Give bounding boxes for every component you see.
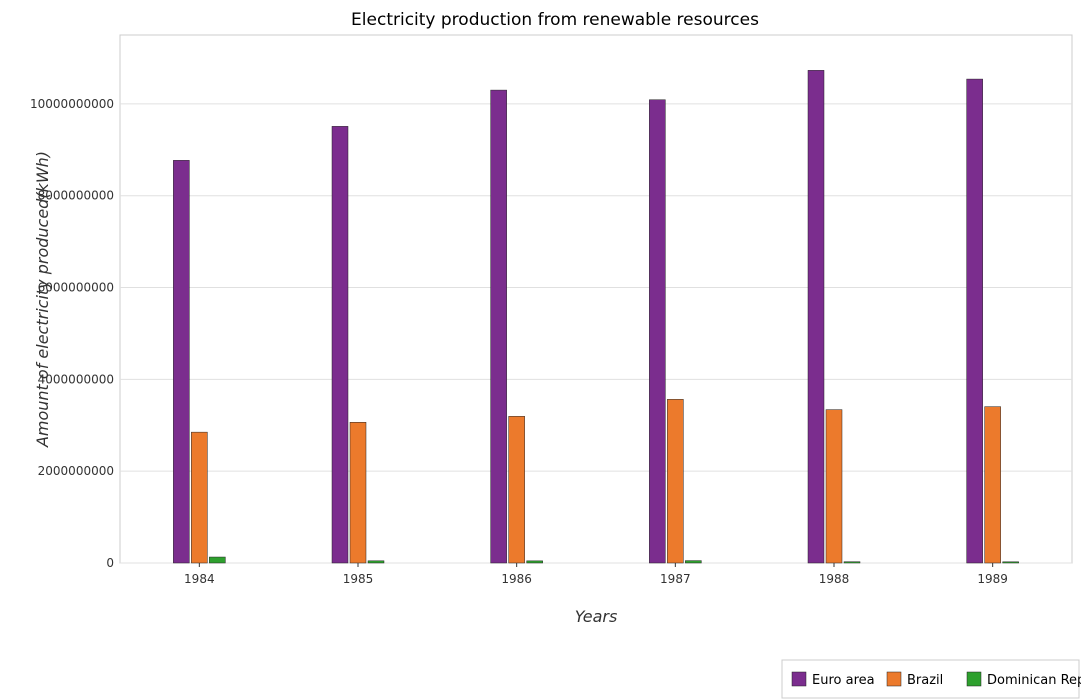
bar-dominican-republic [367, 560, 385, 564]
bar-euro-area [649, 99, 666, 564]
bars [173, 70, 1019, 564]
x-axis-label: Years [575, 607, 618, 626]
bar-brazil [508, 416, 525, 564]
y-tick-label: 0 [106, 556, 114, 570]
chart-title: Electricity production from renewable re… [351, 10, 759, 30]
bar-brazil [825, 409, 843, 564]
bar-dominican-republic [685, 560, 702, 564]
y-tick-label: 8000000000 [38, 189, 114, 203]
y-tick-label: 2000000000 [38, 464, 114, 478]
x-tick-label: 1985 [343, 572, 374, 586]
y-tick-label: 10000000000 [30, 97, 114, 111]
bar-dominican-republic [843, 561, 861, 564]
legend-swatch [791, 671, 807, 687]
bar-dominican-republic [526, 560, 543, 564]
bar-brazil [667, 399, 684, 564]
bar-euro-area [173, 160, 190, 564]
bar-dominican-republic [209, 556, 226, 564]
x-tick-label: 1989 [977, 572, 1008, 586]
bar-euro-area [490, 89, 507, 564]
bar-brazil [191, 431, 208, 564]
legend-label: Dominican Republic [987, 673, 1081, 688]
bar-euro-area [807, 70, 825, 564]
y-tick-labels: 0 2000000000 4000000000 6000000000 800000000… [30, 97, 114, 570]
legend: Euro area Brazil Dominican Republic [781, 659, 1081, 699]
x-tick-label: 1988 [819, 572, 850, 586]
y-axis-label: Amount of electricity produced(kWh) [33, 151, 52, 448]
bar-dominican-republic [1002, 561, 1019, 564]
bar-euro-area [966, 78, 983, 564]
bar-brazil [984, 406, 1001, 564]
y-tick-label: 4000000000 [38, 372, 114, 386]
legend-label: Brazil [907, 673, 943, 688]
legend-label: Euro area [812, 673, 875, 688]
bar-euro-area [331, 126, 349, 564]
legend-swatch [966, 671, 982, 687]
plot-area [119, 34, 1073, 564]
bar-brazil [349, 422, 367, 564]
legend-box [781, 659, 1080, 699]
x-tick-label: 1987 [660, 572, 691, 586]
x-tick-label: 1984 [184, 572, 215, 586]
x-tick-label: 1986 [501, 572, 532, 586]
legend-swatch [886, 671, 902, 687]
grid-lines [120, 103, 1072, 564]
x-tick-labels: 1984 1985 1986 1987 1988 1989 [184, 563, 1008, 586]
y-tick-label: 6000000000 [38, 281, 114, 295]
